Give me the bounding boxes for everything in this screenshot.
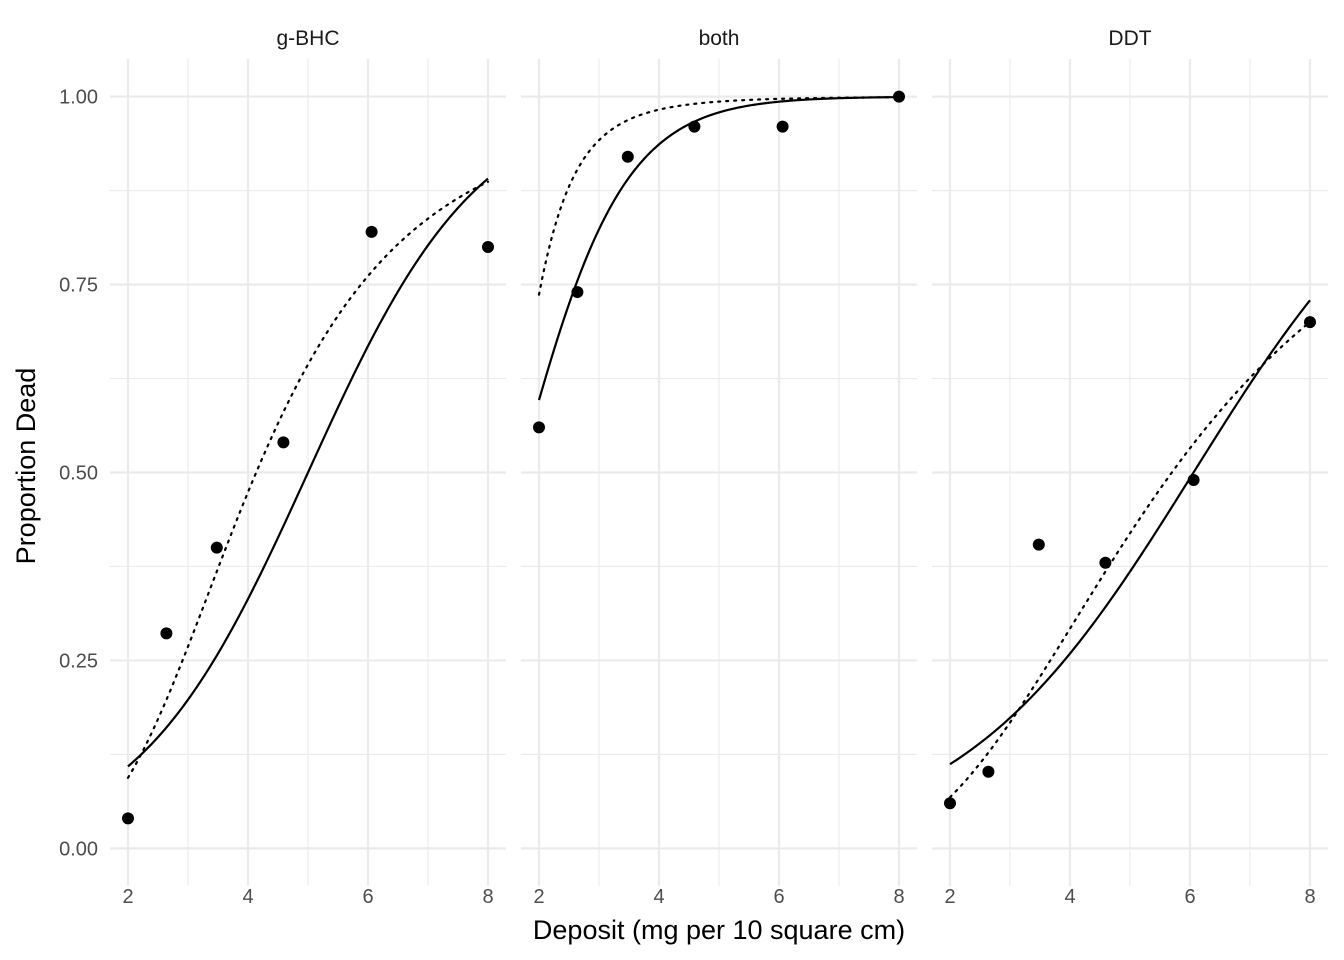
data-point xyxy=(482,240,494,253)
y-tick-label: 1.00 xyxy=(59,87,98,109)
data-point xyxy=(277,436,290,449)
facet-panels: g-BHC 2 4 6 8 both 2 4 6 8 DDT 2 4 6 8 xyxy=(110,27,1328,908)
data-point xyxy=(365,225,378,238)
y-axis-title: Proportion Dead xyxy=(11,368,41,565)
facet-panel: DDT 2 4 6 8 xyxy=(932,27,1328,908)
data-point xyxy=(122,812,134,825)
facet-strip-label: g-BHC xyxy=(276,27,339,50)
fit-line-solid xyxy=(127,177,489,768)
x-tick-label: 4 xyxy=(1064,886,1075,908)
y-axis: 0.00 0.25 0.50 0.75 1.00 xyxy=(59,87,98,861)
x-tick-label: 6 xyxy=(1184,886,1195,908)
facet-strip-label: both xyxy=(699,27,740,50)
y-tick-label: 0.50 xyxy=(59,463,98,485)
data-point xyxy=(1032,538,1045,551)
x-tick-label: 6 xyxy=(362,886,373,908)
fit-line-dotted xyxy=(126,180,490,779)
y-tick-label: 0.00 xyxy=(59,838,98,860)
data-point xyxy=(688,120,701,133)
y-tick-label: 0.75 xyxy=(59,275,98,297)
x-tick-label: 6 xyxy=(773,886,784,908)
fit-line-solid xyxy=(537,96,900,401)
x-tick-label: 8 xyxy=(1304,886,1315,908)
data-point xyxy=(621,150,634,163)
y-tick-label: 0.25 xyxy=(59,650,98,672)
data-point xyxy=(1187,474,1200,487)
fit-line-dotted xyxy=(948,320,1312,799)
x-tick-label: 8 xyxy=(893,886,904,908)
facet-panel: both 2 4 6 8 xyxy=(521,27,917,908)
x-tick-label: 4 xyxy=(242,886,253,908)
facet-panel: g-BHC 2 4 6 8 xyxy=(110,27,506,908)
data-point xyxy=(1099,556,1112,569)
facet-strip-label: DDT xyxy=(1108,27,1151,50)
data-point xyxy=(160,627,173,640)
data-point xyxy=(1304,316,1316,329)
x-tick-label: 2 xyxy=(533,886,544,908)
data-point xyxy=(210,541,223,554)
x-tick-label: 4 xyxy=(653,886,664,908)
x-tick-label: 2 xyxy=(122,886,133,908)
data-point xyxy=(776,120,789,133)
x-axis-title: Deposit (mg per 10 square cm) xyxy=(533,915,905,945)
data-point xyxy=(533,421,545,434)
data-point xyxy=(982,765,995,778)
x-tick-label: 2 xyxy=(944,886,955,908)
x-tick-label: 8 xyxy=(482,886,493,908)
data-point xyxy=(944,797,956,810)
fit-line-solid xyxy=(949,299,1311,766)
data-point xyxy=(893,90,905,103)
data-point xyxy=(571,286,584,299)
